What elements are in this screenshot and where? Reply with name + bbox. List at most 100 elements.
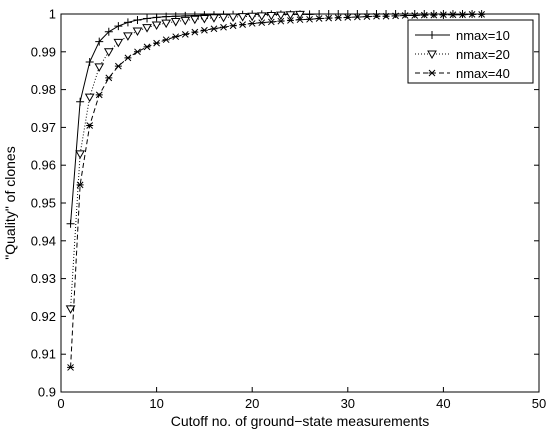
data-point: [401, 12, 409, 19]
data-point: [143, 14, 152, 23]
data-point: [285, 11, 296, 20]
data-point: [218, 13, 229, 23]
x-axis-label: Cutoff no. of ground−state measurements: [171, 413, 430, 429]
data-point: [344, 14, 352, 21]
data-point: [410, 10, 419, 18]
data-point: [306, 15, 314, 23]
data-point: [420, 11, 428, 19]
data-point: [429, 10, 438, 18]
data-point: [181, 31, 189, 38]
data-point: [448, 10, 457, 18]
legend-label: nmax=40: [456, 66, 510, 81]
y-tick-label: 0.96: [31, 158, 56, 173]
data-point: [94, 63, 105, 72]
legend-label: nmax=10: [456, 28, 510, 43]
data-point: [105, 74, 113, 82]
data-point: [324, 10, 333, 18]
series-line: [70, 13, 482, 368]
y-tick-label: 0.99: [31, 44, 56, 59]
plot-area: [65, 10, 486, 371]
x-tick-label: 50: [532, 396, 546, 411]
y-tick-label: 0.9: [38, 385, 56, 400]
data-point: [305, 10, 314, 19]
y-tick-label: 0.93: [31, 271, 56, 286]
data-point: [363, 13, 371, 20]
data-point: [449, 11, 457, 19]
data-point: [162, 36, 170, 44]
data-point: [459, 11, 467, 19]
data-point: [172, 33, 180, 41]
legend-label: nmax=20: [456, 47, 510, 62]
data-point: [153, 39, 161, 47]
data-point: [392, 12, 400, 20]
data-point: [247, 12, 258, 22]
data-point: [84, 93, 95, 103]
data-point: [114, 62, 122, 70]
x-tick-label: 20: [245, 396, 259, 411]
data-point: [334, 10, 343, 18]
data-point: [315, 15, 323, 22]
data-point: [65, 305, 76, 314]
data-point: [191, 28, 199, 36]
data-point: [85, 58, 94, 67]
data-point: [420, 10, 429, 18]
legend-marker: [428, 31, 436, 39]
axis-ticks: 0 10 20 30 40 50 0.9 0.91 0.92 0.93 0.94 0.95 0.96 0.…: [31, 7, 547, 412]
data-point: [391, 10, 400, 18]
data-point: [162, 12, 171, 21]
data-point: [256, 12, 267, 21]
data-point: [200, 26, 208, 34]
data-point: [295, 10, 305, 20]
y-tick-label: 0.92: [31, 309, 56, 324]
data-point: [124, 54, 132, 62]
data-point: [258, 19, 266, 27]
data-point: [133, 16, 142, 25]
data-point: [95, 37, 104, 46]
data-point: [143, 43, 151, 51]
y-tick-label: 0.95: [31, 196, 56, 211]
data-point: [123, 32, 133, 41]
x-tick-label: 30: [341, 396, 355, 411]
legend: nmax=10 nmax=20 nmax=40: [407, 19, 534, 84]
data-point: [239, 21, 247, 28]
data-point: [430, 11, 438, 19]
data-point: [210, 25, 218, 33]
data-point: [151, 21, 162, 30]
data-point: [478, 11, 486, 18]
data-point: [123, 18, 132, 27]
data-point: [170, 18, 181, 27]
series-line: [70, 13, 301, 309]
data-point: [248, 20, 256, 27]
data-point: [237, 13, 248, 22]
data-point: [220, 23, 228, 31]
data-point: [132, 27, 143, 37]
y-tick-label: 0.91: [31, 347, 56, 362]
data-point: [468, 11, 476, 18]
series-nmax=20: [65, 10, 305, 314]
data-point: [133, 48, 141, 56]
y-axis-label: "Quality" of clones: [2, 146, 18, 259]
data-point: [372, 12, 380, 20]
data-point: [180, 16, 191, 26]
data-point: [66, 219, 75, 228]
data-point: [315, 10, 324, 18]
data-point: [334, 14, 342, 22]
y-tick-label: 0.98: [31, 82, 56, 97]
data-point: [228, 13, 238, 23]
data-point: [209, 14, 219, 23]
data-point: [458, 10, 467, 18]
x-tick-label: 40: [436, 396, 450, 411]
data-point: [401, 10, 410, 18]
data-point: [343, 10, 352, 18]
data-point: [229, 22, 237, 30]
data-point: [382, 12, 390, 20]
data-point: [277, 17, 285, 25]
data-point: [411, 12, 419, 19]
data-point: [67, 364, 75, 371]
data-point: [142, 24, 152, 33]
data-point: [276, 11, 286, 21]
y-tick-label: 0.94: [31, 233, 56, 248]
legend-marker: [428, 69, 436, 77]
y-tick-label: 0.97: [31, 120, 56, 135]
data-point: [325, 14, 333, 22]
